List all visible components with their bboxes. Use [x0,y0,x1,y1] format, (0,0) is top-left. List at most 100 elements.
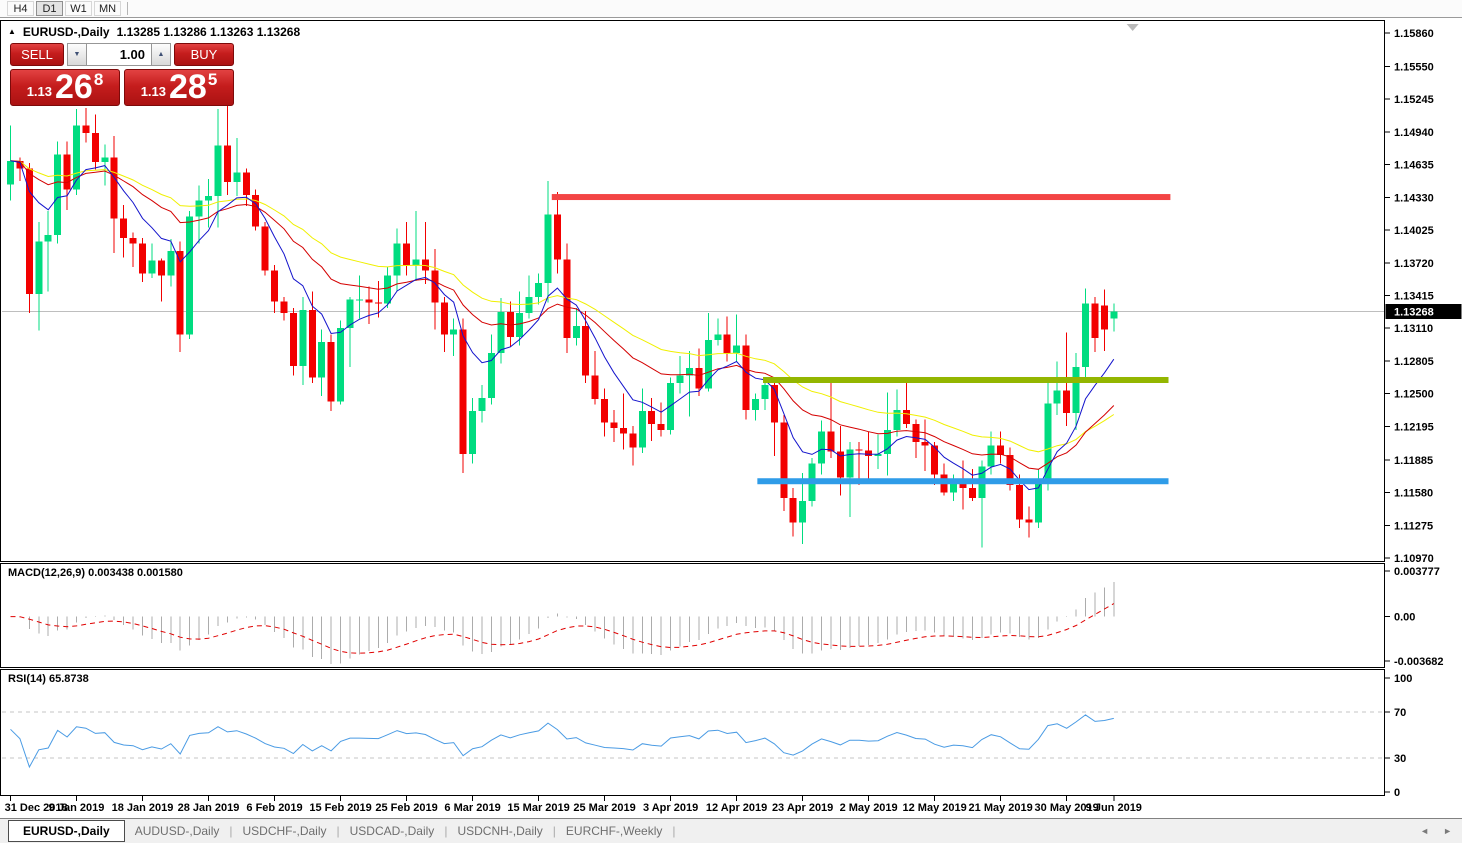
svg-text:1.15550: 1.15550 [1394,61,1434,73]
chart-tab-audusd-daily[interactable]: AUDUSD-,Daily [125,820,230,842]
buy-button[interactable]: BUY [174,43,234,66]
svg-text:12 May 2019: 12 May 2019 [903,802,967,814]
chart-symbol-period: EURUSD-,Daily [22,25,110,39]
sell-button[interactable]: SELL [10,43,64,66]
svg-text:100: 100 [1394,673,1412,685]
macd-axis[interactable]: 0.003777 0.00 -0.003682 [1385,566,1444,668]
one-click-trading-panel: SELL ▼ ▲ BUY 1.13 26 8 1.13 28 5 [10,43,234,106]
price-axis[interactable]: 1.15860 1.15550 1.15245 1.14940 1.14635 1.143… [1385,28,1434,565]
macd-panel [0,563,1385,668]
svg-text:1.15860: 1.15860 [1394,28,1434,40]
svg-text:23 Apr 2019: 23 Apr 2019 [772,802,833,814]
rsi-levels [2,711,1384,759]
chart-tabs-bar: EURUSD-,Daily AUDUSD-,Daily | USDCHF-,Daily… [0,818,1462,843]
svg-text:1.11275: 1.11275 [1394,520,1433,532]
sell-price-pip: 8 [93,70,104,89]
buy-price-prefix: 1.13 [140,84,166,99]
svg-text:-0.003682: -0.003682 [1394,656,1444,668]
buy-price-button[interactable]: 1.13 28 5 [124,69,234,106]
svg-text:30 May 2019: 30 May 2019 [1035,802,1099,814]
svg-text:1.13110: 1.13110 [1394,323,1433,335]
svg-text:0.00: 0.00 [1394,612,1415,624]
sell-price-button[interactable]: 1.13 26 8 [10,69,120,106]
svg-text:30: 30 [1394,753,1406,765]
macd-plot[interactable] [10,582,1115,664]
horizontal-lines[interactable] [551,194,1171,485]
macd-label: MACD(12,26,9) 0.003438 0.001580 [8,567,183,579]
collapse-panel-icon[interactable]: ▲ [8,27,16,36]
svg-text:1.13268: 1.13268 [1394,306,1434,318]
svg-text:9 Jun 2019: 9 Jun 2019 [1086,802,1142,814]
autoscroll-marker-icon [1126,24,1139,31]
svg-text:1.15245: 1.15245 [1394,94,1434,106]
chart-title: ▲ EURUSD-,Daily 1.13285 1.13286 1.13263 … [8,25,300,39]
svg-text:1.11580: 1.11580 [1394,488,1433,500]
main-panel [0,20,1385,562]
svg-text:3 Apr 2019: 3 Apr 2019 [643,802,698,814]
volume-increase-button[interactable]: ▲ [151,43,171,66]
tabs-scroll-left-icon[interactable]: ◄ [1420,826,1430,836]
tab-separator: | [444,824,448,838]
svg-text:12 Apr 2019: 12 Apr 2019 [706,802,767,814]
timeframe-toolbar: H4 D1 W1 MN [0,0,1462,18]
rsi-panel [0,669,1385,796]
chart-tab-usdchf-daily[interactable]: USDCHF-,Daily [233,820,337,842]
chart-tab-eurusd-daily[interactable]: EURUSD-,Daily [8,820,125,842]
toolbar-divider [127,2,129,15]
svg-text:1.13720: 1.13720 [1394,258,1434,270]
svg-text:0: 0 [1394,787,1400,799]
svg-text:1.12195: 1.12195 [1394,421,1434,433]
timeframe-button-h4[interactable]: H4 [7,1,34,16]
svg-text:0.003777: 0.003777 [1394,566,1440,578]
chart-tab-usdcad-daily[interactable]: USDCAD-,Daily [340,820,445,842]
rsi-plot[interactable] [10,714,1114,769]
sell-price-big: 26 [55,68,93,107]
svg-text:21 May 2019: 21 May 2019 [969,802,1033,814]
svg-text:18 Jan 2019: 18 Jan 2019 [112,802,174,814]
svg-text:1.10970: 1.10970 [1394,553,1434,565]
sell-price-prefix: 1.13 [26,84,52,99]
volume-input[interactable] [87,43,151,66]
timeframe-button-w1[interactable]: W1 [65,1,92,16]
tab-separator: | [672,824,676,838]
tab-separator: | [229,824,233,838]
svg-text:1.12500: 1.12500 [1394,389,1434,401]
tab-scroll-controls: ◄ ► [1420,826,1452,836]
candles-layer [7,103,1118,548]
svg-text:6 Feb 2019: 6 Feb 2019 [246,802,302,814]
svg-text:25 Mar 2019: 25 Mar 2019 [573,802,635,814]
chart-tab-usdcnh-daily[interactable]: USDCNH-,Daily [447,820,552,842]
svg-text:9 Jan 2019: 9 Jan 2019 [49,802,105,814]
svg-text:28 Jan 2019: 28 Jan 2019 [178,802,240,814]
svg-text:1.11885: 1.11885 [1394,455,1433,467]
svg-text:15 Feb 2019: 15 Feb 2019 [309,802,371,814]
volume-stepper: ▼ ▲ [67,43,171,66]
tabs-scroll-right-icon[interactable]: ► [1443,826,1452,836]
rsi-axis[interactable]: 100 70 30 0 [1385,673,1412,799]
buy-price-pip: 5 [207,70,218,89]
moving-averages [10,160,1115,491]
timeframe-button-mn[interactable]: MN [94,1,122,16]
chart-tab-eurchf-weekly[interactable]: EURCHF-,Weekly [556,820,672,842]
svg-text:70: 70 [1394,707,1406,719]
svg-text:31 Dec 2018: 31 Dec 2018 [5,802,68,814]
panel-frames [0,20,1385,796]
level-line-olive[interactable] [763,376,1169,383]
chart-ohlc-values: 1.13285 1.13286 1.13263 1.13268 [116,25,301,39]
support-line-blue[interactable] [757,478,1169,485]
tab-separator: | [336,824,340,838]
svg-text:6 Mar 2019: 6 Mar 2019 [444,802,500,814]
resistance-line-red[interactable] [551,194,1171,201]
svg-text:1.14330: 1.14330 [1394,192,1434,204]
svg-text:1.14025: 1.14025 [1394,225,1434,237]
current-price-tag: 1.13268 [1385,303,1462,319]
svg-text:25 Feb 2019: 25 Feb 2019 [375,802,437,814]
svg-text:1.14635: 1.14635 [1394,160,1434,172]
timeframe-button-d1[interactable]: D1 [36,1,63,16]
volume-decrease-button[interactable]: ▼ [67,43,87,66]
svg-text:1.13415: 1.13415 [1394,291,1434,303]
svg-text:2 May 2019: 2 May 2019 [840,802,898,814]
